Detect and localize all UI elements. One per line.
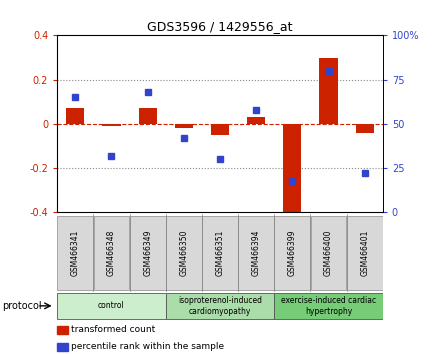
- Bar: [319, 57, 337, 124]
- Bar: [166, 292, 274, 319]
- Bar: [57, 216, 93, 291]
- Bar: [283, 124, 301, 217]
- Bar: [175, 124, 193, 128]
- Bar: [139, 108, 157, 124]
- Bar: [130, 216, 165, 291]
- Text: GSM466399: GSM466399: [288, 230, 297, 276]
- Bar: [66, 108, 84, 124]
- Text: control: control: [98, 301, 125, 310]
- Bar: [347, 216, 383, 291]
- Bar: [356, 124, 374, 133]
- Bar: [211, 124, 229, 135]
- Text: GSM466341: GSM466341: [71, 230, 80, 276]
- Bar: [274, 292, 383, 319]
- Text: isoproterenol-induced
cardiomyopathy: isoproterenol-induced cardiomyopathy: [178, 296, 262, 315]
- Text: protocol: protocol: [2, 301, 42, 311]
- Text: GSM466350: GSM466350: [180, 230, 188, 276]
- Bar: [57, 292, 166, 319]
- Text: exercise-induced cardiac
hypertrophy: exercise-induced cardiac hypertrophy: [281, 296, 376, 315]
- Text: GSM466400: GSM466400: [324, 230, 333, 276]
- Text: percentile rank within the sample: percentile rank within the sample: [71, 342, 224, 352]
- Bar: [275, 216, 310, 291]
- Text: GSM466349: GSM466349: [143, 230, 152, 276]
- Text: GSM466348: GSM466348: [107, 230, 116, 276]
- Bar: [94, 216, 129, 291]
- Bar: [311, 216, 346, 291]
- Bar: [166, 216, 202, 291]
- Title: GDS3596 / 1429556_at: GDS3596 / 1429556_at: [147, 20, 293, 33]
- Text: GSM466401: GSM466401: [360, 230, 369, 276]
- Text: GSM466351: GSM466351: [216, 230, 224, 276]
- Bar: [103, 124, 121, 126]
- Text: GSM466394: GSM466394: [252, 230, 260, 276]
- Bar: [238, 216, 274, 291]
- Bar: [247, 117, 265, 124]
- Text: transformed count: transformed count: [71, 325, 155, 335]
- Bar: [202, 216, 238, 291]
